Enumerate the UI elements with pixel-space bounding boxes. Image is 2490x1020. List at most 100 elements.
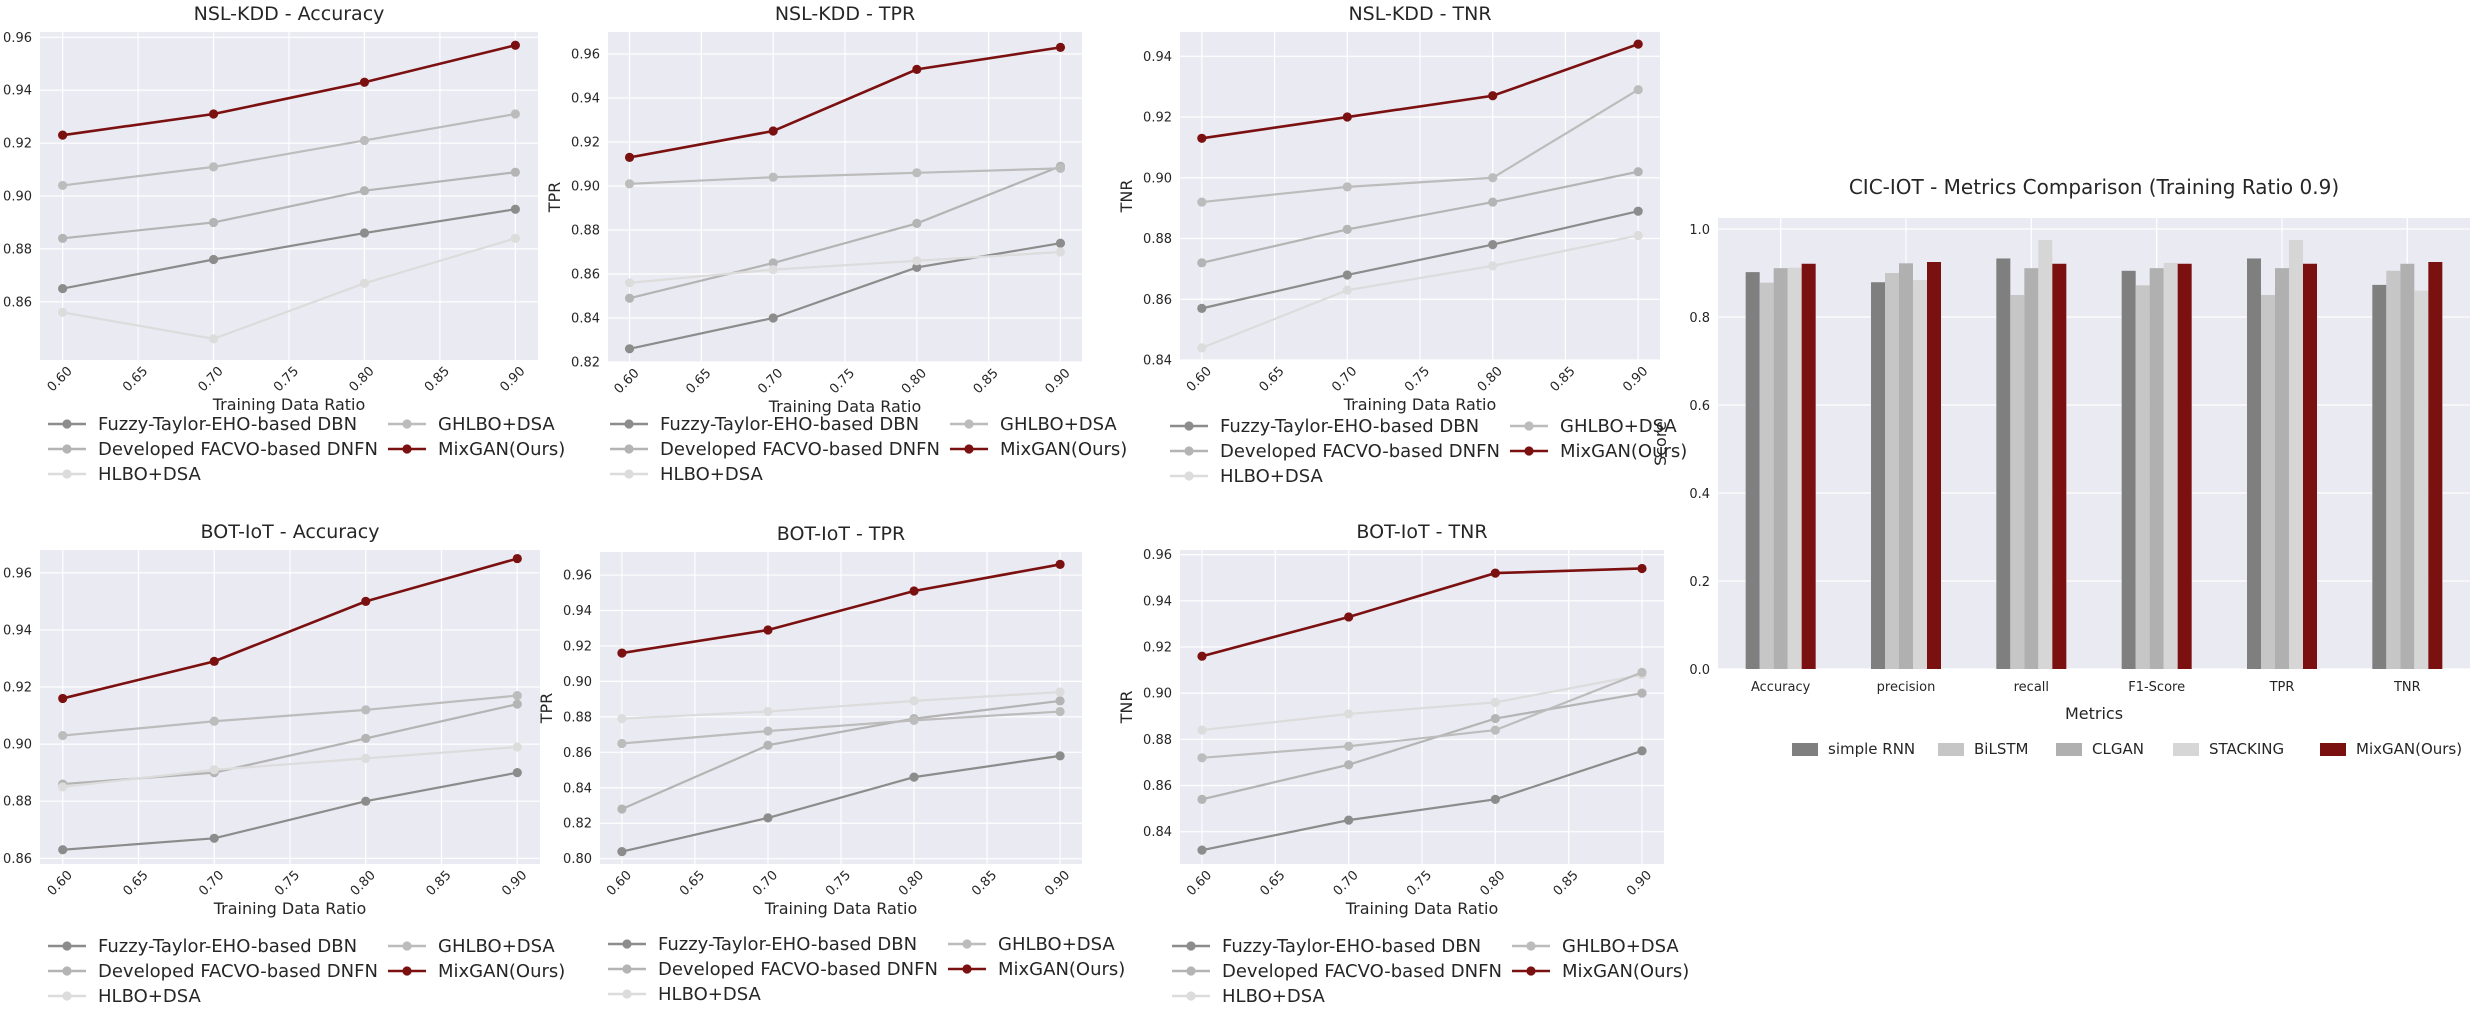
legend-label-mixgan: MixGAN(Ours)	[998, 959, 1125, 980]
x-tick-label: 0.70	[1331, 868, 1362, 899]
x-axis-label: Metrics	[2065, 704, 2123, 723]
data-point-facvo	[768, 258, 778, 268]
series-line-hlbo	[629, 250, 1061, 284]
x-tick-label: 0.65	[120, 364, 151, 395]
y-tick-label: 0.96	[571, 48, 600, 63]
data-point-ghlbo	[1342, 182, 1352, 192]
legend-label-mixgan: MixGAN(Ours)	[1000, 439, 1127, 460]
bar	[1871, 282, 1885, 669]
data-point-fuzzy	[1488, 239, 1498, 250]
legend-entry-mixgan: MixGAN(Ours)	[1510, 441, 1687, 462]
series-fuzzy	[1197, 746, 1647, 855]
x-tick-label: Accuracy	[1751, 680, 1811, 695]
y-tick-label: 0.88	[1143, 733, 1172, 748]
x-tick-label: 0.80	[1477, 868, 1508, 899]
legend-marker-facvo	[1186, 966, 1196, 976]
x-tick-label: 0.90	[1620, 364, 1651, 395]
bar	[2024, 268, 2039, 669]
y-tick-label: 0.90	[563, 675, 592, 690]
legend-entry-hlbo: HLBO+DSA	[608, 984, 761, 1005]
legend-entry-ghlbo: GHLBO+DSA	[388, 414, 555, 435]
y-tick-label: 0.92	[563, 639, 592, 654]
data-point-mixgan	[1633, 39, 1643, 49]
y-tick-label: 0.92	[571, 136, 600, 151]
series-line-fuzzy	[621, 754, 1061, 853]
legend-marker-fuzzy	[62, 941, 72, 951]
legend-label-facvo: Developed FACVO-based DNFN	[658, 959, 938, 980]
series-hlbo	[617, 687, 1065, 724]
data-point-mixgan	[510, 40, 520, 50]
bar	[2149, 268, 2164, 669]
series-ghlbo	[1197, 667, 1647, 763]
legend-marker-fuzzy	[62, 419, 72, 429]
legend-label-ghlbo: GHLBO+DSA	[998, 934, 1115, 955]
data-point-facvo	[1344, 760, 1354, 770]
series-mixgan	[617, 559, 1065, 658]
data-point-ghlbo	[1633, 85, 1643, 95]
data-point-facvo	[617, 804, 627, 814]
series-line-facvo	[1201, 692, 1643, 801]
series-line-ghlbo	[621, 710, 1061, 745]
bar-legend-label: STACKING	[2209, 740, 2284, 758]
data-point-hlbo	[512, 742, 522, 752]
x-tick-label: 0.65	[1257, 364, 1288, 395]
legend-marker-fuzzy	[622, 939, 632, 949]
x-tick-label: 0.80	[899, 366, 930, 397]
series-line-mixgan	[62, 43, 516, 137]
data-point-hlbo	[58, 782, 68, 792]
bar	[1996, 258, 2011, 669]
series-mixgan	[1197, 39, 1643, 143]
data-point-hlbo	[1488, 261, 1498, 271]
bar	[1927, 262, 1941, 669]
bar	[1899, 263, 1913, 669]
legend-marker-ghlbo	[402, 419, 412, 429]
legend-3: Fuzzy-Taylor-EHO-based DBN Developed FACV…	[48, 936, 565, 1007]
legend-entry-mixgan: MixGAN(Ours)	[948, 959, 1125, 980]
data-point-fuzzy	[361, 796, 371, 806]
data-point-fuzzy	[617, 846, 627, 857]
legend-label-ghlbo: GHLBO+DSA	[1000, 414, 1117, 435]
line-legends: Fuzzy-Taylor-EHO-based DBN Developed FACV…	[48, 414, 1689, 1007]
legend-marker-ghlbo	[964, 419, 974, 429]
legend-entry-hlbo: HLBO+DSA	[610, 464, 763, 485]
series-ghlbo	[617, 706, 1065, 749]
bar-legend-swatch	[1792, 743, 1818, 756]
data-point-mixgan	[209, 656, 219, 666]
legend-entry-fuzzy: Fuzzy-Taylor-EHO-based DBN	[48, 936, 357, 957]
data-point-facvo	[1633, 167, 1643, 177]
x-tick-label: 0.60	[1184, 364, 1215, 395]
data-point-fuzzy	[58, 845, 68, 855]
series-line-ghlbo	[629, 167, 1061, 185]
y-tick-label: 0.88	[571, 224, 600, 239]
data-point-hlbo	[209, 765, 219, 775]
x-tick-label: 0.85	[424, 868, 455, 899]
data-point-facvo	[359, 186, 370, 196]
legend-entry-mixgan: MixGAN(Ours)	[388, 439, 565, 460]
legend-marker-mixgan	[964, 444, 974, 454]
y-axis-label: TPR	[545, 182, 564, 214]
chart-title: BOT-IoT - TNR	[1356, 521, 1487, 543]
data-point-facvo	[1055, 696, 1065, 706]
data-point-mixgan	[912, 64, 922, 74]
series-line-mixgan	[1201, 567, 1643, 658]
legend-label-facvo: Developed FACVO-based DNFN	[660, 439, 940, 460]
x-axis-label: Training Data Ratio	[1345, 899, 1499, 918]
plot-background	[1718, 218, 2470, 669]
x-tick-label: 0.75	[827, 366, 858, 397]
series-line-facvo	[621, 699, 1061, 811]
series-line-hlbo	[1201, 234, 1639, 349]
x-tick-label: 0.70	[196, 364, 227, 395]
bar	[1801, 263, 1816, 669]
data-point-ghlbo	[912, 168, 922, 178]
y-tick-label: 0.86	[3, 852, 32, 867]
legend-marker-hlbo	[624, 469, 634, 479]
data-point-mixgan	[361, 596, 371, 606]
legend-label-ghlbo: GHLBO+DSA	[1560, 416, 1677, 437]
data-point-mixgan	[624, 152, 635, 162]
data-point-ghlbo	[1055, 706, 1065, 717]
line-chart-2: 0.84 0.86 0.88 0.90 0.92 0.94 0.60 0.65 0.70 0.75…	[1117, 3, 1660, 414]
data-point-facvo	[510, 167, 520, 177]
x-tick-label: 0.60	[1184, 868, 1215, 899]
data-point-facvo	[208, 217, 219, 228]
x-tick-label: 0.90	[1042, 868, 1073, 899]
